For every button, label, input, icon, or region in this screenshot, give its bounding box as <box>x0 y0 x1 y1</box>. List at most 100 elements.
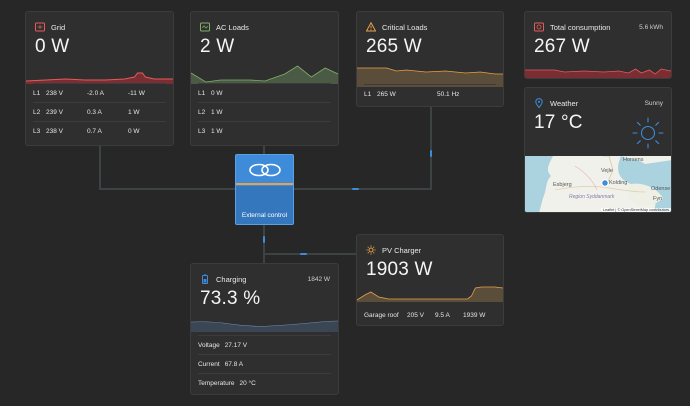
power: 1 W <box>128 108 140 116</box>
grid-power: 0 W <box>35 36 70 57</box>
inverter-divider <box>236 183 293 185</box>
victron-logo-icon <box>249 163 281 177</box>
ac-loads-row-l2: L2 1 W <box>198 102 331 121</box>
wire-grid-down <box>99 146 101 190</box>
charging-current-row: Current 67.8 A <box>198 354 331 373</box>
phase-label: L2 <box>33 108 41 116</box>
inverter-status-panel <box>236 186 293 224</box>
phase-label: L2 <box>198 108 206 116</box>
ac-loads-card[interactable]: AC Loads 2 W L1 0 W L2 1 W L3 1 W <box>190 11 339 146</box>
total-consumption-sparkline <box>525 68 671 78</box>
frequency: 50.1 Hz <box>437 90 460 98</box>
phase-label: L1 <box>33 89 41 97</box>
flow-dot <box>352 188 359 190</box>
wire-pv-horizontal <box>263 253 357 255</box>
detail-value: 27.17 V <box>224 341 248 349</box>
warning-icon <box>365 21 377 32</box>
wire-right-horizontal <box>293 188 432 190</box>
power: 265 W <box>377 90 396 98</box>
grid-sparkline <box>26 72 173 84</box>
sun-icon <box>366 245 376 255</box>
wire-acloads-down <box>263 146 265 156</box>
critical-loads-card[interactable]: Critical Loads 265 W L1 265 W 50.1 Hz <box>356 11 504 107</box>
grid-row-l1: L1 238 V -2.0 A -11 W <box>33 83 166 102</box>
critical-loads-power: 265 W <box>366 36 422 57</box>
power: 0 W <box>128 127 140 135</box>
wire-left-horizontal <box>99 188 236 190</box>
map-land <box>525 156 671 212</box>
grid-icon <box>35 22 45 32</box>
charging-card[interactable]: Charging 1842 W 73.3 % Voltage 27.17 V C… <box>190 263 339 395</box>
power: 0 W <box>211 89 223 97</box>
detail-label: Voltage <box>198 341 220 349</box>
current: -2.0 A <box>87 89 104 97</box>
inverter-card[interactable]: External control <box>235 154 294 225</box>
map-place-label: Fyn <box>653 196 663 202</box>
weather-map[interactable]: Horsens Vejle Esbjerg Kolding Odense Reg… <box>525 156 671 212</box>
voltage: 205 V <box>407 312 424 319</box>
map-attribution[interactable]: Leaflet | © OpenStreetMap contributors <box>600 208 671 212</box>
grid-row-l2: L2 239 V 0.3 A 1 W <box>33 102 166 121</box>
power: 1 W <box>211 108 223 116</box>
critical-loads-row-l1: L1 265 W 50.1 Hz <box>364 84 496 103</box>
current: 0.3 A <box>87 108 102 116</box>
detail-label: Current <box>198 360 220 368</box>
charging-power: 1842 W <box>307 275 330 283</box>
ac-loads-power: 2 W <box>200 36 235 57</box>
weather-card[interactable]: Weather Sunny 17 °C Horsens Vejle Esbjer… <box>524 87 672 213</box>
power: -11 W <box>128 89 145 97</box>
power: 1 W <box>211 127 223 135</box>
charging-title: Charging <box>216 274 247 284</box>
ac-loads-icon <box>200 22 210 32</box>
pv-charger-card[interactable]: PV Charger 1903 W Garage roof 205 V 9.5 … <box>356 234 504 326</box>
battery-soc: 73.3 % <box>200 288 261 309</box>
current: 0.7 A <box>87 127 102 135</box>
weather-temperature: 17 °C <box>534 112 583 133</box>
phase-label: L1 <box>198 89 206 97</box>
phase-label: L3 <box>198 127 206 135</box>
flow-dot <box>263 236 265 243</box>
sun-weather-icon <box>632 117 664 149</box>
charging-temperature-row: Temperature 20 °C <box>198 373 331 392</box>
map-place-label: Region Syddanmark <box>569 194 615 200</box>
charging-sparkline <box>191 320 338 332</box>
grid-card[interactable]: Grid 0 W L1 238 V -2.0 A -11 W L2 239 V … <box>25 11 174 146</box>
total-consumption-card[interactable]: Total consumption 5.6 kWh 267 W <box>524 11 672 79</box>
map-place-label: Odense <box>651 186 671 192</box>
charging-voltage-row: Voltage 27.17 V <box>198 335 331 354</box>
grid-row-l3: L3 238 V 0.7 A 0 W <box>33 121 166 140</box>
map-place-label: Kolding <box>609 180 628 186</box>
weather-condition: Sunny <box>644 99 663 107</box>
map-place-label: Horsens <box>623 157 644 163</box>
flow-dot <box>300 253 307 255</box>
inverter-label: External control <box>241 212 288 219</box>
weather-title: Weather <box>550 98 579 108</box>
wire-critical-down <box>430 107 432 190</box>
map-place-label: Vejle <box>601 168 613 174</box>
flow-dot <box>430 150 432 157</box>
battery-icon <box>200 274 210 284</box>
ac-loads-sparkline <box>191 65 338 84</box>
ac-loads-row-l1: L1 0 W <box>198 83 331 102</box>
critical-loads-title: Critical Loads <box>382 22 428 32</box>
map-place-label: Esbjerg <box>553 182 572 188</box>
total-energy: 5.6 kWh <box>639 23 663 31</box>
pv-charger-row: Garage roof 205 V 9.5 A 1939 W <box>364 306 496 325</box>
detail-value: 20 °C <box>239 379 256 387</box>
total-consumption-power: 267 W <box>534 36 590 57</box>
voltage: 238 V <box>46 127 63 135</box>
pv-charger-sparkline <box>357 286 503 302</box>
phase-label: L3 <box>33 127 41 135</box>
power: 1939 W <box>463 312 486 319</box>
grid-title: Grid <box>51 22 66 32</box>
wire-inverter-down <box>263 225 265 265</box>
ac-loads-title: AC Loads <box>216 22 249 32</box>
voltage: 239 V <box>46 108 63 116</box>
critical-loads-sparkline <box>357 67 503 87</box>
detail-label: Temperature <box>198 379 235 387</box>
voltage: 238 V <box>46 89 63 97</box>
current: 9.5 A <box>435 312 450 319</box>
pv-name: Garage roof <box>364 312 399 319</box>
ac-loads-row-l3: L3 1 W <box>198 121 331 140</box>
detail-value: 67.8 A <box>224 360 244 368</box>
